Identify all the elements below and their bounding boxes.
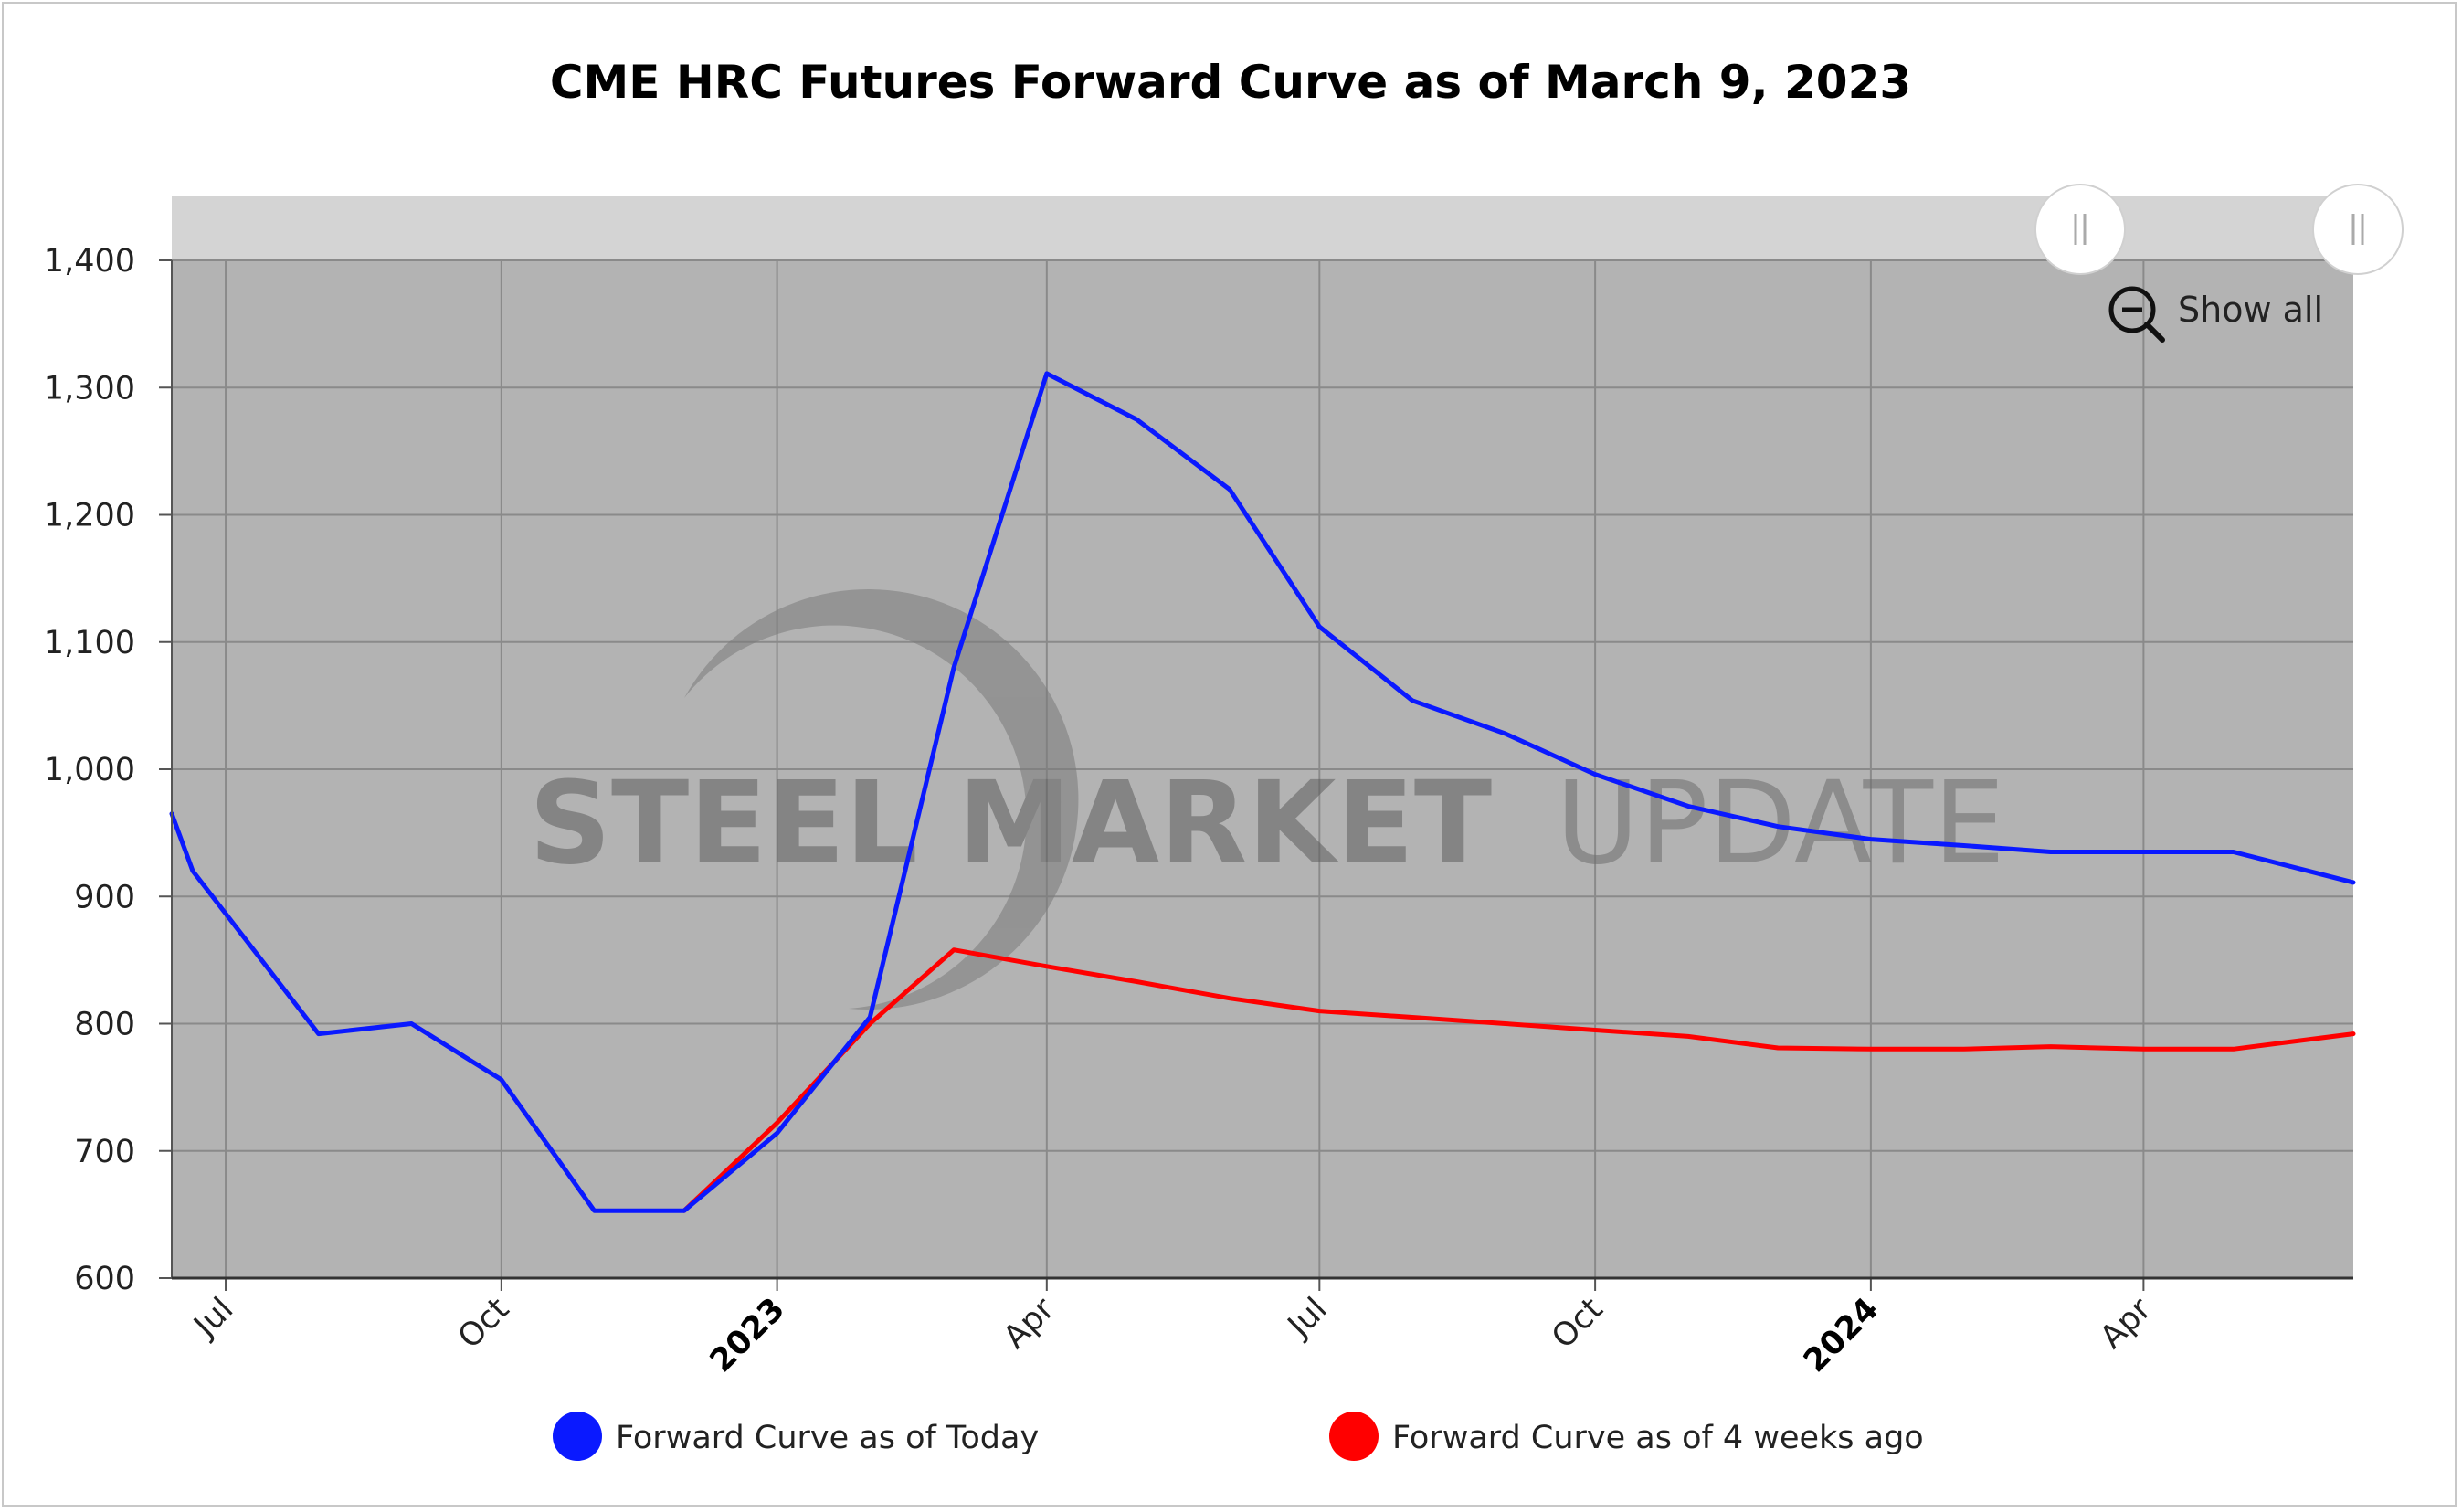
axes: 600 700 800 900 1,000 1,100 1,200 1,300 1,400 Jul… [44,243,2353,1380]
watermark-logo: STEEL MARKET UPDATE [529,589,2005,1010]
legend-marker [553,1412,602,1461]
watermark-text: STEEL MARKET UPDATE [529,757,2005,890]
y-tick-label: 1,000 [44,752,135,788]
chart-title: CME HRC Futures Forward Curve as of Marc… [550,56,1911,109]
legend-label: Forward Curve as of Today [616,1420,1039,1456]
show-all-label: Show all [2178,290,2323,330]
y-tick-label: 600 [74,1261,135,1297]
y-tick-label: 800 [74,1007,135,1043]
show-all-button[interactable]: Show all [2108,286,2323,343]
watermark-light: UPDATE [1556,757,2005,890]
x-tick-label: Jul [1280,1291,1335,1346]
y-tick-label: 1,200 [44,498,135,534]
zoom-out-icon [2108,286,2165,343]
x-tick-label: Oct [1545,1291,1610,1356]
legend-item-today[interactable]: Forward Curve as of Today [553,1412,1039,1461]
legend-label: Forward Curve as of 4 weeks ago [1392,1420,1924,1456]
x-tick-label: Oct [451,1291,516,1356]
x-tick-label: 2023 [703,1291,792,1380]
range-navigator-band[interactable] [172,196,2353,260]
legend-item-4-weeks-ago[interactable]: Forward Curve as of 4 weeks ago [1329,1412,1924,1461]
series-layer [169,371,2356,1213]
y-tick-label: 700 [74,1134,135,1170]
x-tick-label: Apr [997,1291,1062,1357]
y-tick-label: 1,400 [44,243,135,280]
series-line-today[interactable] [169,371,2356,1213]
navigator-handle-left[interactable] [2034,184,2126,275]
y-tick-label: 1,100 [44,625,135,661]
x-tick-label: Jul [186,1291,241,1346]
legend-marker [1329,1412,1379,1461]
y-tick-label: 1,300 [44,370,135,407]
grid-lines [172,259,2353,1279]
legend: Forward Curve as of Today Forward Curve a… [553,1412,1924,1461]
forward-curve-chart: CME HRC Futures Forward Curve as of Marc… [44,56,2404,1461]
navigator-handle-right[interactable] [2312,184,2404,275]
y-tick-label: 900 [74,879,135,915]
x-tick-label: Apr [2094,1291,2160,1357]
watermark-bold: STEEL MARKET [529,757,1492,890]
series-line-4-weeks-ago[interactable] [682,947,2356,1213]
x-tick-label: 2024 [1797,1291,1886,1380]
